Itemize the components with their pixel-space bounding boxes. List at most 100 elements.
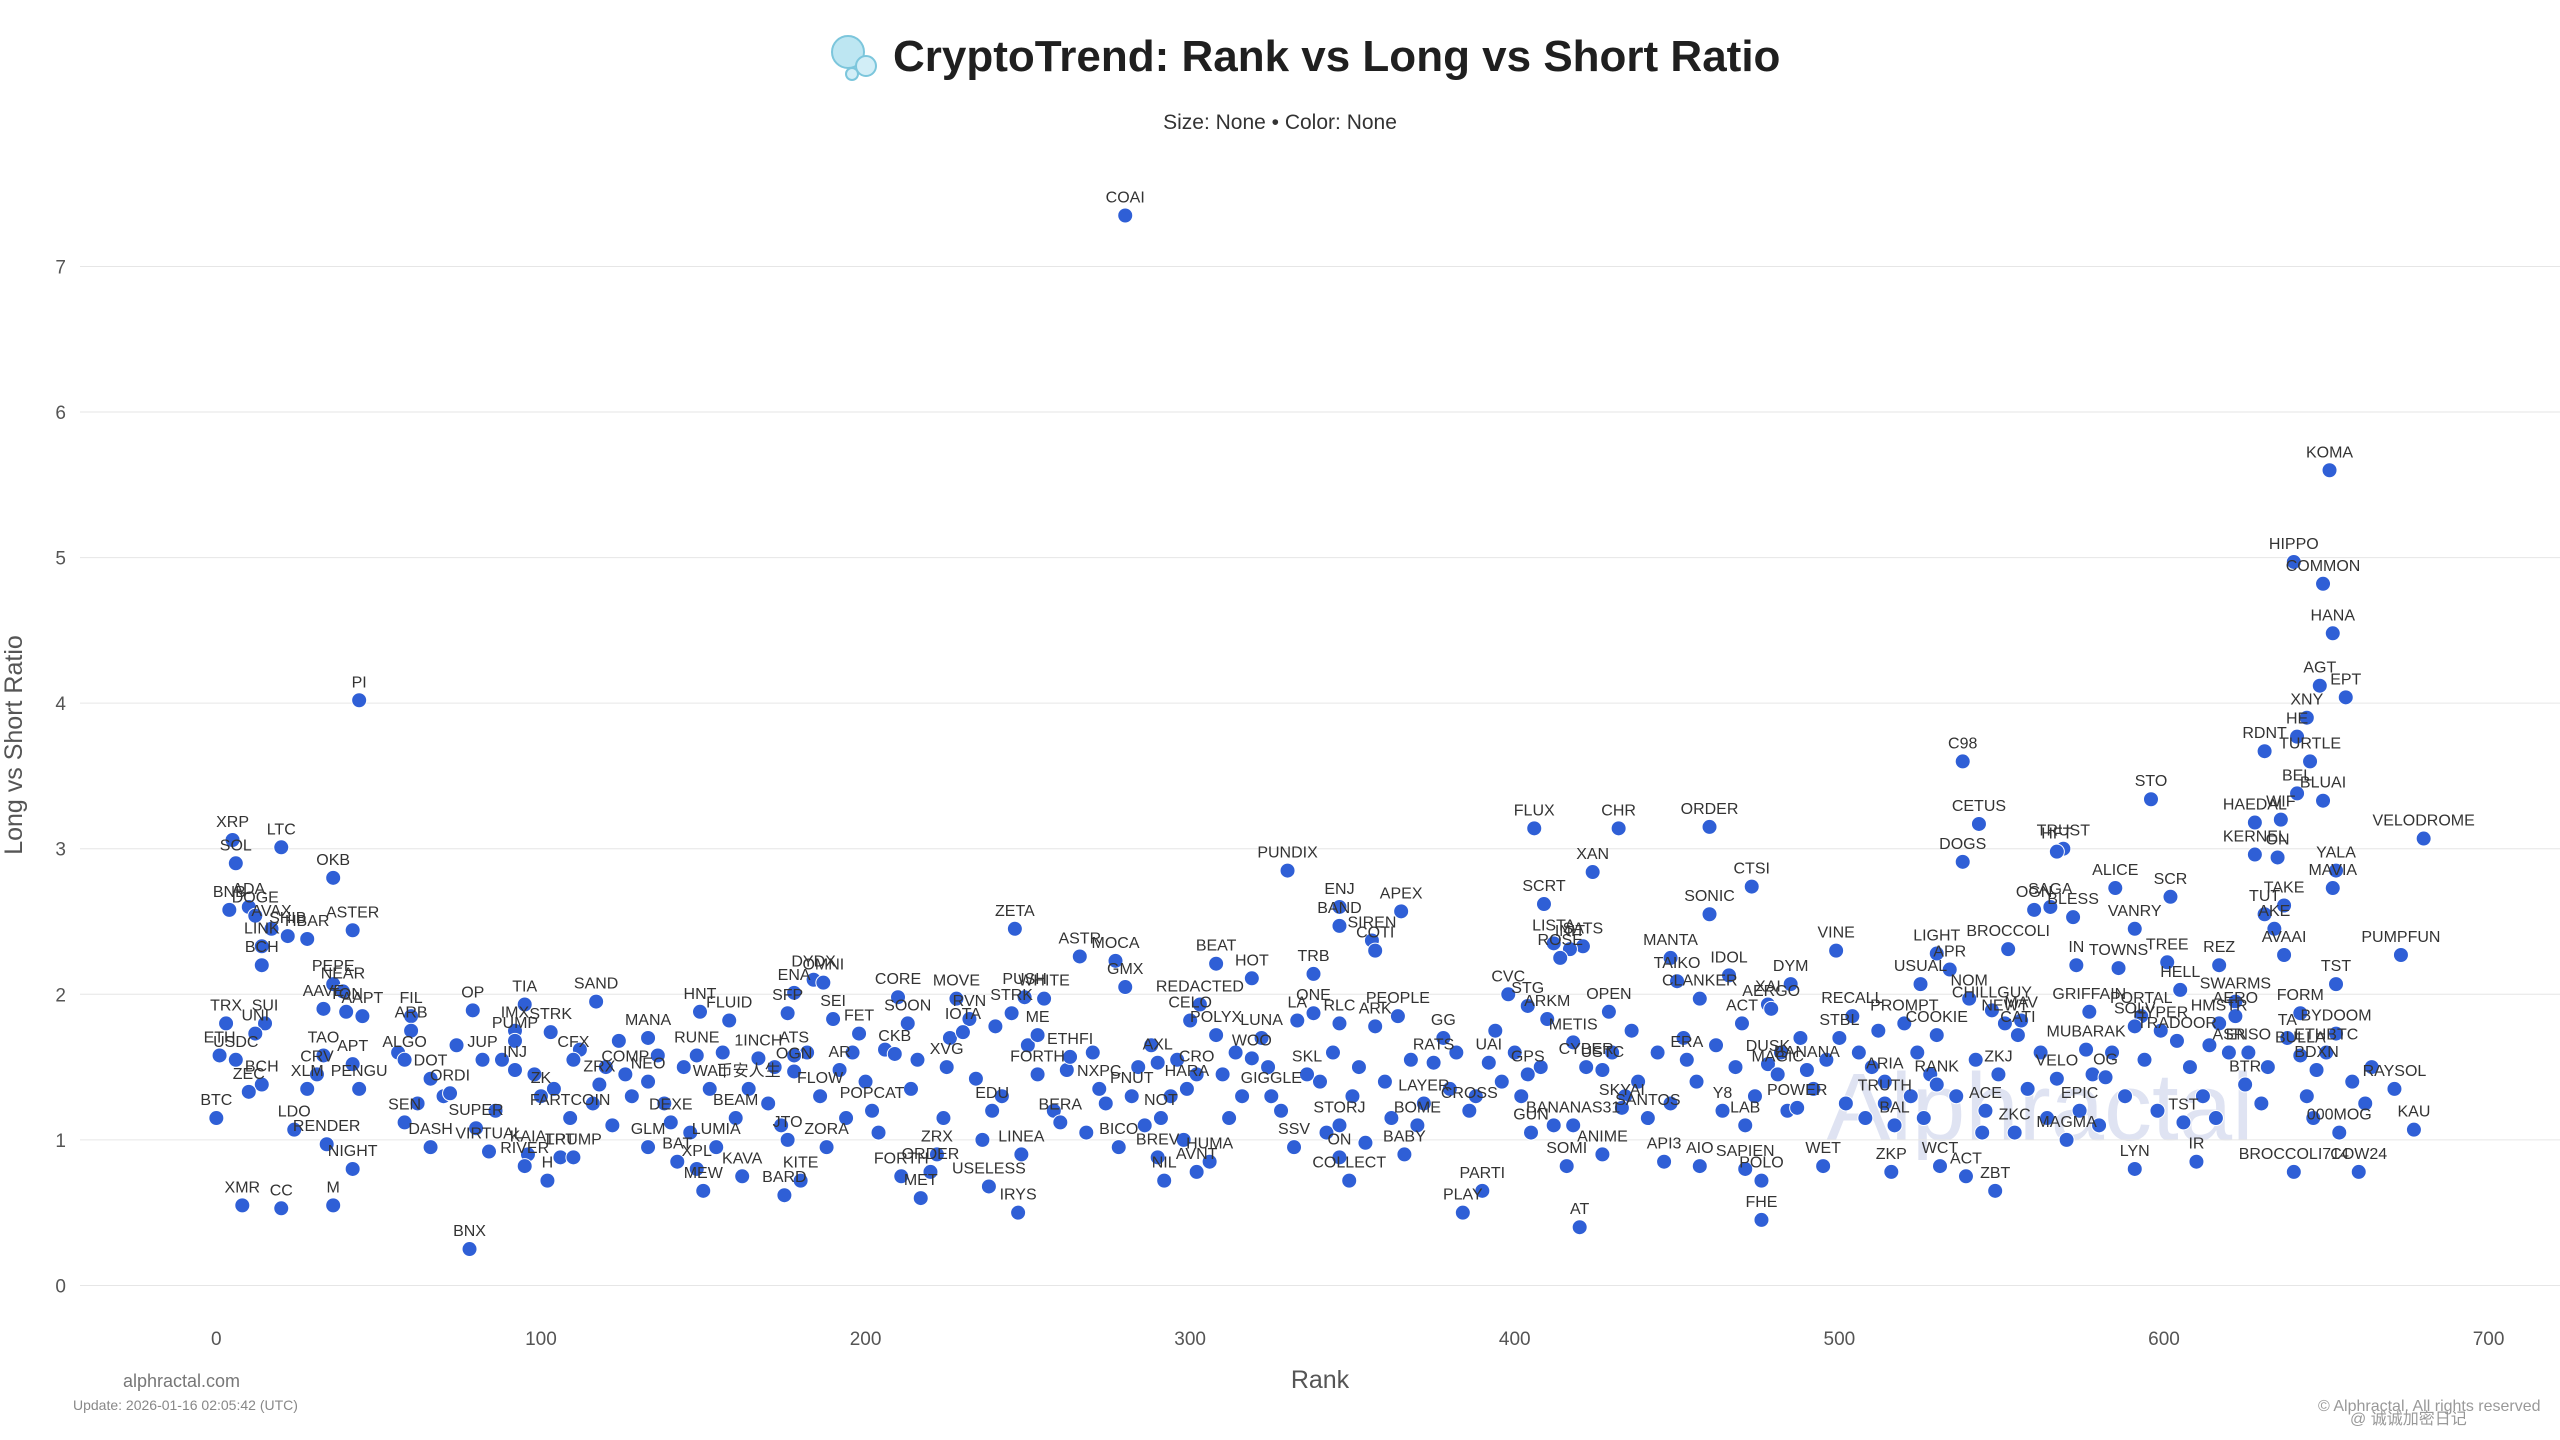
data-point[interactable] <box>1798 1062 1815 1078</box>
data-point[interactable] <box>1350 1059 1367 1076</box>
data-point[interactable] <box>623 1088 640 1105</box>
data-point[interactable] <box>1876 1073 1893 1090</box>
data-point[interactable] <box>912 1190 929 1207</box>
data-point[interactable] <box>1016 989 1033 1006</box>
data-point[interactable] <box>669 1153 686 1170</box>
data-point[interactable] <box>257 1015 274 1032</box>
data-point[interactable] <box>1746 1088 1763 1105</box>
data-point[interactable] <box>308 1066 325 1083</box>
data-point[interactable] <box>2117 1088 2134 1105</box>
data-point[interactable] <box>886 1045 903 1062</box>
data-point[interactable] <box>792 1172 809 1189</box>
site-link[interactable]: alphractal.com <box>123 1371 240 1391</box>
data-point[interactable] <box>2256 743 2273 760</box>
data-point[interactable] <box>2253 1095 2270 1112</box>
data-point[interactable] <box>662 1114 679 1131</box>
data-point[interactable] <box>1743 878 1760 895</box>
data-point[interactable] <box>708 1139 725 1156</box>
data-point[interactable] <box>815 974 832 991</box>
data-point[interactable] <box>1117 207 1134 224</box>
data-point[interactable] <box>1733 1015 1750 1032</box>
data-point[interactable] <box>1331 917 1348 934</box>
data-point[interactable] <box>899 1015 916 1032</box>
data-point[interactable] <box>984 1102 1001 1119</box>
data-point[interactable] <box>344 1056 361 1073</box>
data-point[interactable] <box>1763 1000 1780 1017</box>
data-point[interactable] <box>938 1059 955 1076</box>
data-point[interactable] <box>1286 1139 1303 1156</box>
data-point[interactable] <box>779 1131 796 1148</box>
data-point[interactable] <box>1367 942 1384 959</box>
data-point[interactable] <box>1708 1037 1725 1054</box>
data-point[interactable] <box>1526 820 1543 837</box>
data-point[interactable] <box>1753 1172 1770 1189</box>
data-point[interactable] <box>2042 898 2059 915</box>
data-point[interactable] <box>468 1120 485 1137</box>
data-point[interactable] <box>786 984 803 1001</box>
data-point[interactable] <box>2201 1037 2218 1054</box>
data-point[interactable] <box>1831 1029 1848 1046</box>
data-point[interactable] <box>1201 1153 1218 1170</box>
data-point[interactable] <box>1896 1015 1913 1032</box>
data-point[interactable] <box>273 839 290 856</box>
data-point[interactable] <box>1143 1037 1160 1054</box>
data-point[interactable] <box>1519 1066 1536 1083</box>
data-point[interactable] <box>1260 1059 1277 1076</box>
data-point[interactable] <box>565 1051 582 1068</box>
data-point[interactable] <box>253 938 270 955</box>
data-point[interactable] <box>851 1025 868 1042</box>
data-point[interactable] <box>1623 1022 1640 1039</box>
data-point[interactable] <box>2026 901 2043 918</box>
data-point[interactable] <box>1604 1044 1621 1061</box>
data-point[interactable] <box>1828 942 1845 959</box>
data-point[interactable] <box>422 1139 439 1156</box>
data-point[interactable] <box>993 1088 1010 1105</box>
data-point[interactable] <box>1208 955 1225 972</box>
data-point[interactable] <box>1474 1182 1491 1199</box>
data-point[interactable] <box>2298 1088 2315 1105</box>
data-point[interactable] <box>1977 1102 1994 1119</box>
data-point[interactable] <box>2276 897 2293 914</box>
data-point[interactable] <box>1535 896 1552 913</box>
data-point[interactable] <box>1389 1008 1406 1025</box>
data-point[interactable] <box>2302 753 2319 770</box>
data-point[interactable] <box>2159 954 2176 971</box>
data-point[interactable] <box>2289 728 2306 745</box>
data-point[interactable] <box>1974 1124 1991 1141</box>
data-point[interactable] <box>857 1073 874 1090</box>
data-point[interactable] <box>448 1037 465 1054</box>
data-point[interactable] <box>516 1158 533 1175</box>
data-point[interactable] <box>2415 830 2432 847</box>
data-point[interactable] <box>2000 941 2017 958</box>
data-point[interactable] <box>1691 990 1708 1007</box>
data-point[interactable] <box>1552 949 1569 966</box>
data-point[interactable] <box>506 1062 523 1078</box>
data-point[interactable] <box>493 1051 510 1068</box>
data-point[interactable] <box>2324 880 2341 897</box>
data-point[interactable] <box>640 1139 657 1156</box>
data-point[interactable] <box>422 1070 439 1087</box>
data-point[interactable] <box>893 1168 910 1185</box>
data-point[interactable] <box>838 1110 855 1127</box>
data-point[interactable] <box>640 1073 657 1090</box>
data-point[interactable] <box>890 989 907 1006</box>
data-point[interactable] <box>211 1047 228 1064</box>
data-point[interactable] <box>1409 1117 1426 1134</box>
data-point[interactable] <box>2344 1073 2361 1090</box>
data-point[interactable] <box>1305 1005 1322 1022</box>
data-point[interactable] <box>2078 1041 2095 1058</box>
data-point[interactable] <box>1010 1204 1027 1221</box>
data-point[interactable] <box>776 1187 793 1204</box>
data-point[interactable] <box>351 1080 368 1097</box>
data-point[interactable] <box>1857 1110 1874 1127</box>
data-point[interactable] <box>597 1059 614 1076</box>
data-point[interactable] <box>812 1088 829 1105</box>
data-point[interactable] <box>1522 1124 1539 1141</box>
data-point[interactable] <box>1299 1066 1316 1083</box>
data-point[interactable] <box>1273 1102 1290 1119</box>
data-point[interactable] <box>1545 1117 1562 1134</box>
data-point[interactable] <box>1169 1051 1186 1068</box>
data-point[interactable] <box>409 1095 426 1112</box>
data-point[interactable] <box>325 1197 342 1214</box>
data-point[interactable] <box>208 1110 225 1127</box>
